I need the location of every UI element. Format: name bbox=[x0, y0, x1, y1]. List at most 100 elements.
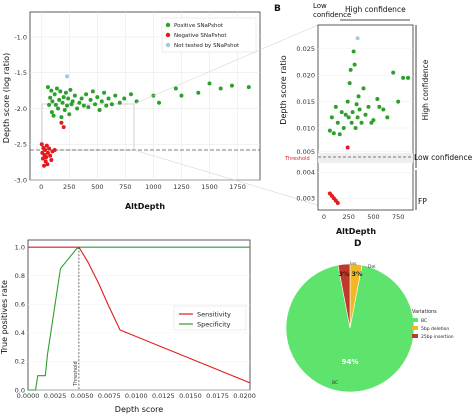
panel-a-x-tick: 750 bbox=[119, 183, 131, 191]
panel-a-point bbox=[179, 93, 184, 98]
legend-negative-label: Negative SNaPshot bbox=[174, 33, 227, 39]
panel-a-point bbox=[93, 102, 98, 107]
legend-negative-marker bbox=[165, 32, 171, 38]
panel-c-x-tick: 0.0125 bbox=[152, 392, 175, 400]
panel-b-point bbox=[339, 110, 344, 115]
panel-a-y-tick: -2.0 bbox=[14, 105, 27, 113]
panel-b-point bbox=[349, 120, 354, 125]
panel-a-x-tick: 1500 bbox=[201, 183, 218, 191]
panel-b-point bbox=[391, 70, 396, 75]
panel-b-point bbox=[356, 94, 361, 99]
panel-b-point bbox=[366, 104, 371, 109]
panel-b-y-tick: 0.015 bbox=[296, 98, 315, 106]
panel-c-y-tick: 0.4 bbox=[15, 329, 25, 337]
legend-ins-swatch bbox=[412, 334, 418, 338]
panel-c-y-tick: 0.0 bbox=[15, 386, 25, 394]
panel-a-point bbox=[196, 90, 201, 95]
panel-a-point bbox=[44, 155, 49, 160]
panel-b-point bbox=[354, 102, 359, 107]
panel-c-x-tick: 0.0150 bbox=[179, 392, 202, 400]
panel-b-point bbox=[335, 120, 340, 125]
panel-a-point bbox=[102, 90, 107, 95]
panel-b-point bbox=[361, 86, 366, 91]
panel-a-point bbox=[72, 93, 77, 98]
panel-a-point bbox=[50, 99, 55, 104]
panel-b-point bbox=[341, 125, 346, 130]
pie-slice-label: 3% bbox=[351, 270, 363, 278]
panel-a-point bbox=[56, 106, 61, 111]
panel-b-point bbox=[351, 49, 356, 54]
panel-b: B Low confidence High confidence 0.0250.… bbox=[274, 2, 473, 236]
panel-a-point bbox=[81, 103, 86, 108]
panel-c-y-label: True positives rate bbox=[0, 280, 9, 355]
panel-a-y-tick: -3.0 bbox=[14, 176, 27, 184]
panel-a-point bbox=[99, 99, 104, 104]
panel-d-legend: Variations BC 5bp deletion 25bp insertio… bbox=[412, 309, 454, 340]
pie-slice-bc bbox=[285, 264, 415, 393]
panel-c-y-ticks: 0.0 0.2 0.4 0.6 0.8 1.0 bbox=[15, 243, 25, 394]
panel-b-x-tick: 750 bbox=[392, 213, 404, 221]
panel-a-point bbox=[53, 102, 58, 107]
pie-slice-label: 94% bbox=[342, 358, 359, 366]
panel-a: 0 250 500 750 1000 1250 1500 1750 -1.0-1.5-2.0-… bbox=[2, 11, 261, 211]
panel-c-legend-box bbox=[173, 305, 247, 331]
panel-b-top-low-line2: confidence bbox=[313, 11, 351, 19]
panel-a-point bbox=[106, 96, 111, 101]
panel-a-point bbox=[49, 110, 54, 115]
panel-b-y-tick: 0.003 bbox=[296, 195, 315, 203]
panel-a-point bbox=[86, 105, 91, 110]
panel-b-x-tick: 250 bbox=[342, 213, 354, 221]
panel-a-x-tick: 1250 bbox=[173, 183, 190, 191]
panel-a-y-tick: -1.0 bbox=[14, 33, 27, 41]
panel-b-point bbox=[355, 115, 360, 120]
panel-a-point bbox=[68, 87, 73, 92]
zoom-connector-bottom bbox=[133, 149, 319, 206]
panel-a-point bbox=[45, 162, 50, 167]
panel-a-point bbox=[51, 113, 56, 118]
panel-a-point bbox=[77, 100, 82, 105]
legend-specificity-label: Specificity bbox=[197, 321, 231, 329]
panel-b-point bbox=[377, 104, 382, 109]
panel-b-x-tick: 0 bbox=[322, 213, 326, 221]
panel-c: Threshold 0.0000 0.0025 0.0050 0.0075 0.0100… bbox=[0, 239, 256, 414]
panel-a-point bbox=[75, 106, 80, 111]
panel-a-point bbox=[246, 85, 251, 90]
panel-a-y-tick: -2.5 bbox=[14, 141, 27, 149]
panel-a-point bbox=[229, 83, 234, 88]
panel-c-y-tick: 0.6 bbox=[15, 301, 25, 309]
panel-a-x-tick: 500 bbox=[91, 183, 103, 191]
panel-c-x-tick: 0.0075 bbox=[98, 392, 121, 400]
legend-ins-label: 25bp insertion bbox=[421, 334, 454, 340]
panel-a-y-tick: -1.5 bbox=[14, 69, 27, 77]
panel-b-point bbox=[353, 125, 358, 130]
panel-a-point bbox=[47, 102, 52, 107]
panel-a-legend-box bbox=[161, 17, 257, 53]
panel-b-point bbox=[343, 112, 348, 117]
panel-b-point bbox=[381, 107, 386, 112]
panel-b-point bbox=[348, 67, 353, 72]
panel-b-point bbox=[352, 62, 357, 67]
panel-b-point bbox=[346, 115, 351, 120]
panel-a-point bbox=[40, 156, 45, 161]
legend-positive-label: Positive SNaPshot bbox=[174, 23, 224, 29]
panel-c-x-tick: 0.0025 bbox=[44, 392, 67, 400]
panel-a-point bbox=[39, 142, 44, 147]
panel-a-point bbox=[45, 150, 50, 155]
panel-d-letter: D bbox=[354, 239, 361, 249]
panel-a-point bbox=[47, 146, 52, 151]
panel-a-point bbox=[61, 125, 66, 130]
panel-b-x-label: AltDepth bbox=[336, 227, 376, 236]
panel-b-y-tick: 0.010 bbox=[296, 124, 315, 132]
panel-a-point bbox=[207, 81, 212, 86]
panel-b-point bbox=[406, 75, 411, 80]
panel-d: D 94% 3%3% Ins Del BC Variations BC 5bp d… bbox=[285, 239, 454, 393]
panel-a-point bbox=[97, 107, 102, 112]
panel-b-low-band bbox=[318, 153, 413, 163]
panel-a-x-label: AltDepth bbox=[125, 202, 165, 211]
panel-b-point bbox=[345, 145, 350, 150]
panel-b-threshold-label: Threshold bbox=[284, 156, 310, 162]
pie-outer-label-ins: Ins bbox=[350, 261, 357, 267]
panel-b-top-low-line1: Low bbox=[313, 2, 327, 10]
panel-b-point bbox=[396, 99, 401, 104]
